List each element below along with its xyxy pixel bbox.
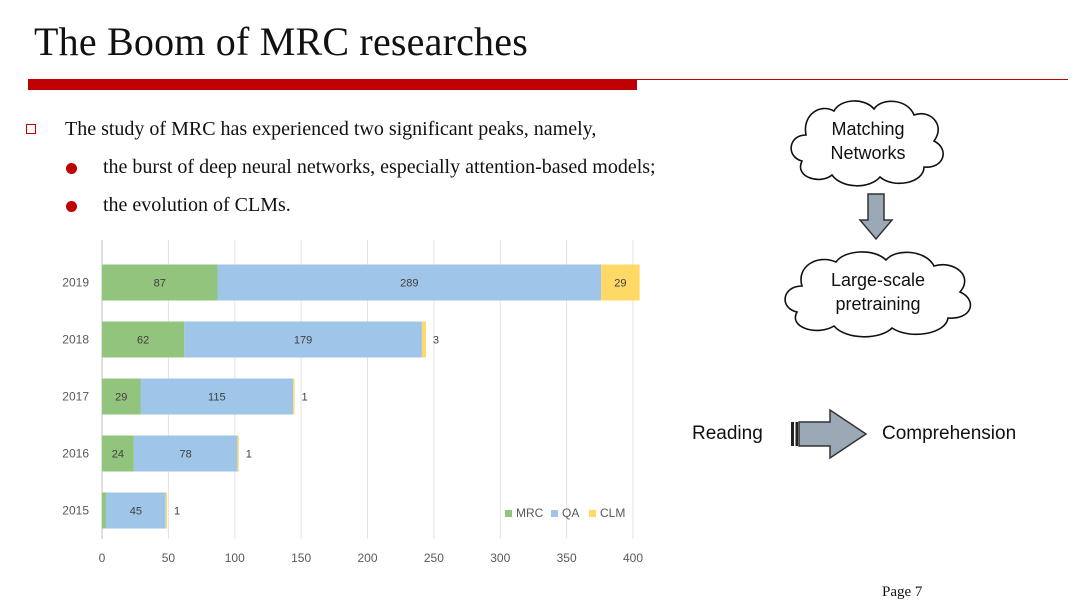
bar-mrc <box>102 264 218 301</box>
bar-mrc <box>102 492 106 529</box>
x-tick-label: 100 <box>225 551 245 565</box>
cloud-label-line-1: Large-scale <box>830 270 926 290</box>
dot-bullet-icon <box>66 163 77 174</box>
data-label: 3 <box>433 335 439 347</box>
data-label: 45 <box>130 506 142 518</box>
data-label: 115 <box>208 392 226 404</box>
sub-bullet-text: the evolution of CLMs. <box>103 194 291 216</box>
data-label: 62 <box>137 335 149 347</box>
legend-swatch <box>589 510 596 517</box>
bar-clm <box>421 321 426 358</box>
x-tick-label: 250 <box>424 551 444 565</box>
bar-mrc <box>102 321 185 358</box>
dot-bullet-icon <box>66 201 77 212</box>
x-tick-label: 150 <box>291 551 311 565</box>
y-tick-label: 2018 <box>62 333 89 347</box>
legend-swatch <box>505 510 512 517</box>
bar-qa <box>217 264 602 301</box>
bar-clm <box>237 435 239 472</box>
data-label: 29 <box>614 278 626 290</box>
y-tick-label: 2017 <box>62 390 89 404</box>
legend-label: MRC <box>516 506 544 520</box>
bar-qa <box>184 321 422 358</box>
cloud-icon <box>784 251 972 338</box>
right-arrow-icon <box>791 408 868 460</box>
x-tick-label: 300 <box>490 551 510 565</box>
cloud-matching-networks: Matching Networks <box>784 95 952 187</box>
square-bullet-icon <box>26 124 36 134</box>
cloud-large-scale-pretraining: Large-scale pretraining <box>776 246 980 338</box>
bar-chart: 0 50 100 150 200 250 300 350 400 2019 87 289 29 2018 6… <box>62 240 643 565</box>
bar-mrc <box>102 435 134 472</box>
x-tick-label: 200 <box>357 551 377 565</box>
data-label: 78 <box>180 449 192 461</box>
data-label: 87 <box>154 278 166 290</box>
cloud-label-line-1: Matching <box>831 119 905 139</box>
page-number: Page 7 <box>882 584 923 600</box>
flow-label-reading: Reading <box>692 423 763 444</box>
flow-label-comprehension: Comprehension <box>882 423 1017 444</box>
y-tick-label: 2016 <box>62 447 89 461</box>
main-bullet-text: The study of MRC has experienced two sig… <box>65 118 597 140</box>
cloud-icon <box>790 100 944 187</box>
data-label: 1 <box>301 392 307 404</box>
data-label: 1 <box>174 506 180 518</box>
slide-title: The Boom of MRC researches <box>34 19 528 64</box>
x-tick-label: 350 <box>557 551 577 565</box>
data-label: 29 <box>115 392 127 404</box>
legend-swatch <box>551 510 558 517</box>
sub-bullet-text: the burst of deep neural networks, espec… <box>103 156 656 178</box>
bar-qa <box>133 435 238 472</box>
bar-clm <box>293 378 295 415</box>
bar-mrc <box>102 378 141 415</box>
cloud-label-line-2: Networks <box>830 143 906 163</box>
data-label: 179 <box>294 335 312 347</box>
y-tick-label: 2015 <box>62 504 89 518</box>
legend-label: QA <box>562 506 579 520</box>
data-label: 24 <box>112 449 124 461</box>
legend-label: CLM <box>600 506 625 520</box>
x-tick-label: 0 <box>99 551 106 565</box>
bar-qa <box>140 378 294 415</box>
title-rule-thick <box>28 79 637 90</box>
down-arrow-icon <box>858 193 894 241</box>
cloud-label-line-2: pretraining <box>835 294 921 314</box>
bar-qa <box>105 492 166 529</box>
data-label: 1 <box>246 449 252 461</box>
x-tick-label: 400 <box>623 551 643 565</box>
y-tick-label: 2019 <box>62 276 89 290</box>
bar-clm <box>165 492 168 529</box>
bar-clm <box>601 264 640 301</box>
data-label: 289 <box>400 278 418 290</box>
x-tick-label: 50 <box>162 551 176 565</box>
